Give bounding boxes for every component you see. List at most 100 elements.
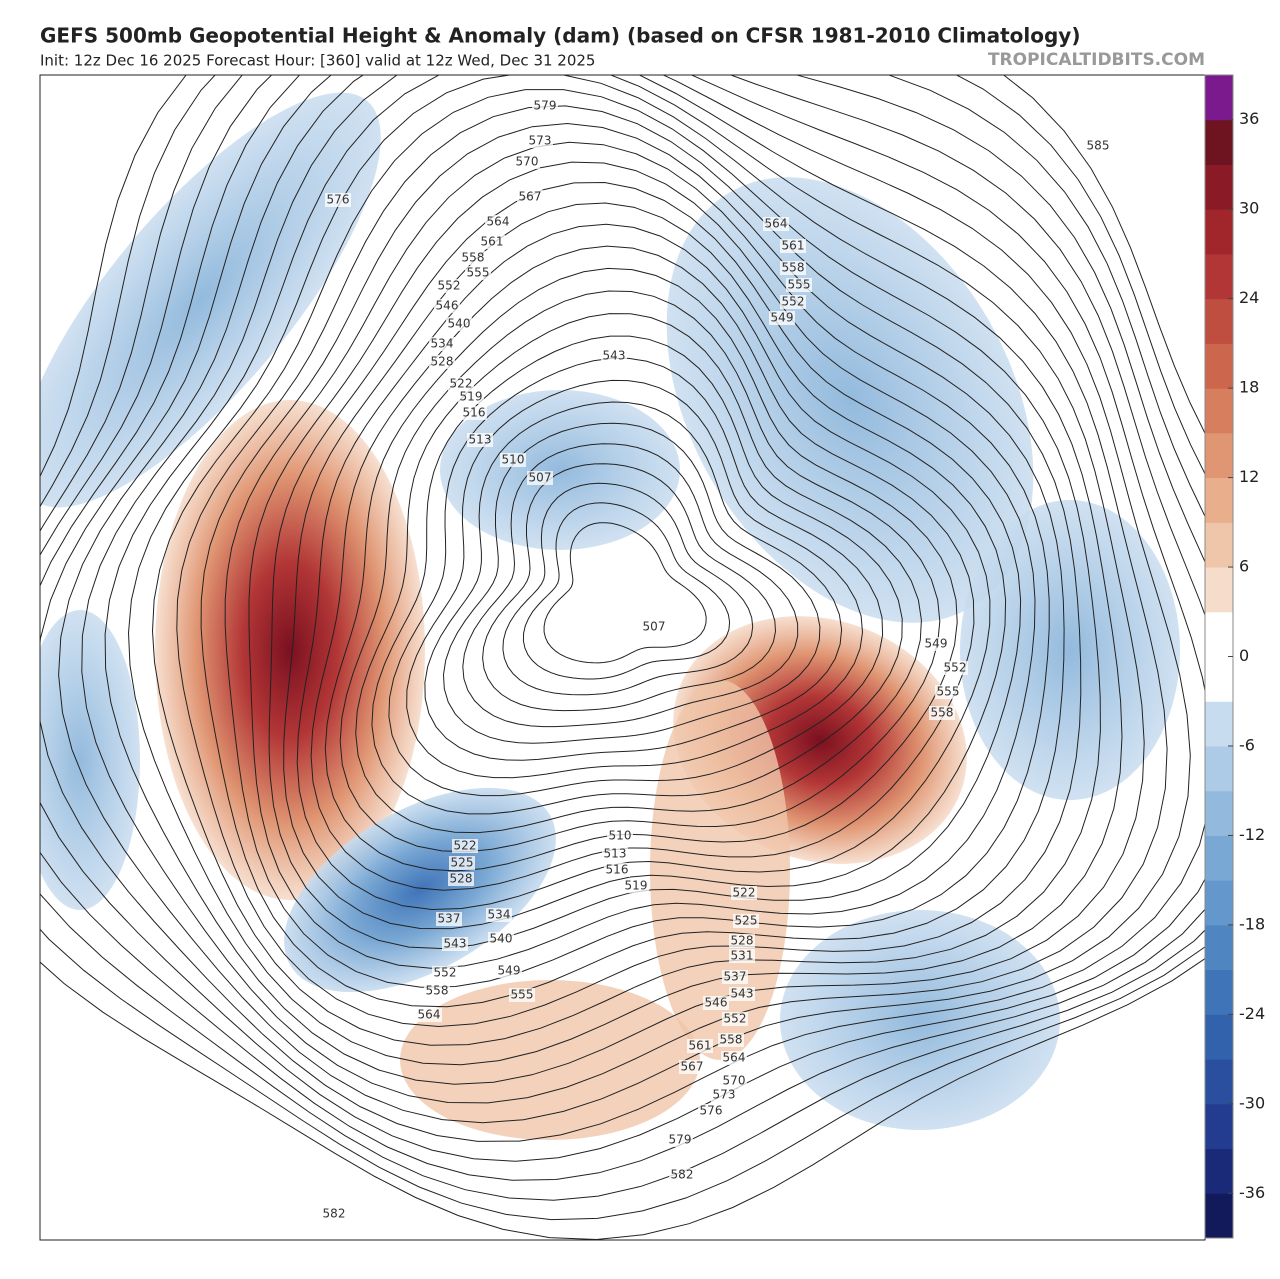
- label-background: [488, 932, 514, 946]
- contour-label: 540: [448, 317, 471, 331]
- label-background: [449, 856, 475, 870]
- contour-label: 507: [529, 471, 552, 485]
- contour-line: [151, 89, 1101, 1046]
- label-background: [496, 964, 522, 978]
- label-background: [711, 1088, 737, 1102]
- colorbar-segment: [1205, 1103, 1233, 1150]
- contour-label: 561: [689, 1039, 712, 1053]
- label-background: [679, 1060, 705, 1074]
- label-background: [532, 99, 558, 113]
- label-background: [623, 879, 649, 893]
- contour-label: 543: [603, 349, 626, 363]
- label-background: [325, 193, 351, 207]
- label-background: [448, 872, 474, 886]
- colorbar-segment: [1205, 745, 1233, 792]
- label-background: [733, 914, 759, 928]
- label-background: [923, 637, 949, 651]
- contour-label: 522: [450, 377, 473, 391]
- label-background: [517, 190, 543, 204]
- contour-line: [40, 75, 1205, 1201]
- label-background: [452, 839, 478, 853]
- anomaly-blob: [284, 787, 556, 993]
- contour-label: 558: [782, 261, 805, 275]
- label-background: [763, 217, 789, 231]
- contour-label: 549: [771, 311, 794, 325]
- colorbar-tick-label: 18: [1239, 378, 1259, 397]
- label-background: [432, 966, 458, 980]
- label-background: [479, 235, 505, 249]
- contour-line: [482, 463, 777, 712]
- label-background: [1085, 139, 1111, 153]
- colorbar-segment: [1205, 1059, 1233, 1105]
- contour-label: 573: [713, 1088, 736, 1102]
- colorbar-segment: [1205, 522, 1233, 568]
- contour-label: 582: [323, 1207, 346, 1221]
- label-background: [416, 1008, 442, 1022]
- contour-label: 546: [436, 299, 459, 313]
- contour-label: 534: [431, 337, 454, 351]
- contour-line: [176, 105, 1082, 1028]
- anomaly-blob: [440, 390, 680, 550]
- anomaly-blob: [780, 910, 1060, 1130]
- label-background: [509, 988, 535, 1002]
- contour-label: 549: [925, 637, 948, 651]
- contour-label: 558: [426, 984, 449, 998]
- contour-label: 564: [418, 1008, 441, 1022]
- label-background: [942, 661, 968, 675]
- contour-line: [406, 379, 864, 779]
- label-background: [485, 215, 511, 229]
- colorbar-tick-label: -18: [1239, 914, 1265, 933]
- contour-line: [339, 290, 941, 853]
- contour-label: 561: [782, 239, 805, 253]
- contour-label: 570: [723, 1074, 746, 1088]
- contour-line: [40, 75, 1205, 1240]
- label-background: [446, 317, 472, 331]
- anomaly-blob: [666, 177, 1034, 623]
- contour-label: 564: [723, 1051, 746, 1065]
- title: GEFS 500mb Geopotential Height & Anomaly…: [40, 24, 1081, 48]
- colorbar-tick-label: -6: [1239, 735, 1255, 754]
- contour-line: [462, 443, 799, 728]
- contour-line: [40, 75, 1205, 1221]
- contour-label: 570: [516, 155, 539, 169]
- colorbar-segment: [1205, 701, 1233, 747]
- colorbar-tick-label: 24: [1239, 288, 1259, 307]
- contour-label: 549: [498, 964, 521, 978]
- label-background: [527, 471, 553, 485]
- contour-label: 513: [469, 433, 492, 447]
- contour-label: 516: [463, 406, 486, 420]
- colorbar-tick-label: 36: [1239, 109, 1259, 128]
- label-background: [607, 829, 633, 843]
- label-background: [527, 134, 553, 148]
- anomaly-blob: [960, 500, 1180, 800]
- colorbar-tick-label: 30: [1239, 199, 1259, 218]
- label-background: [465, 266, 491, 280]
- contour-label: 525: [735, 914, 758, 928]
- contour-label: 522: [454, 839, 477, 853]
- contour-label: 525: [451, 856, 474, 870]
- label-background: [729, 934, 755, 948]
- label-background: [500, 453, 526, 467]
- subtitle: Init: 12z Dec 16 2025 Forecast Hour: [36…: [40, 52, 595, 70]
- contour-label: 576: [327, 193, 350, 207]
- contour-line: [127, 75, 1123, 1066]
- label-background: [698, 1104, 724, 1118]
- contour-label: 534: [488, 908, 511, 922]
- label-background: [429, 355, 455, 369]
- label-background: [722, 970, 748, 984]
- label-background: [729, 987, 755, 1001]
- contour-line: [355, 313, 922, 834]
- anomaly-blob: [40, 92, 381, 508]
- contour-label: 555: [467, 266, 490, 280]
- contour-line: [442, 422, 821, 744]
- contour-line: [522, 502, 731, 680]
- colorbar-segment: [1205, 880, 1233, 926]
- contour-label: 552: [782, 295, 805, 309]
- contour-label: 555: [937, 685, 960, 699]
- label-background: [731, 886, 757, 900]
- colorbar-segment: [1205, 567, 1233, 613]
- contour-label: 579: [669, 1133, 692, 1147]
- contour-label: 528: [450, 872, 473, 886]
